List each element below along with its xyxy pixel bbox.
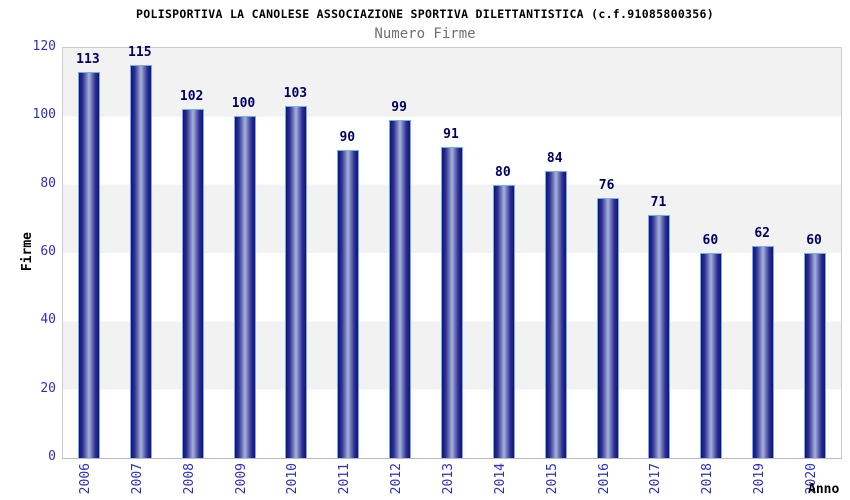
bar bbox=[389, 120, 412, 458]
x-tick-label: 2016 bbox=[596, 463, 612, 495]
x-tick-label: 2011 bbox=[337, 463, 353, 495]
y-tick-label: 40 bbox=[40, 312, 56, 328]
bar bbox=[648, 215, 671, 458]
bar-value-label: 76 bbox=[598, 178, 615, 193]
x-tick-label: 2018 bbox=[700, 463, 716, 495]
bar bbox=[129, 65, 152, 458]
bar bbox=[700, 253, 723, 458]
bar-value-label: 60 bbox=[806, 233, 822, 248]
bar bbox=[596, 198, 619, 458]
bar bbox=[441, 147, 463, 458]
bar-value-label: 80 bbox=[495, 165, 511, 180]
x-tick-label: 2012 bbox=[389, 463, 405, 495]
x-tick-label: 2006 bbox=[77, 463, 93, 495]
bar bbox=[337, 150, 360, 458]
x-tick-label: 2009 bbox=[233, 463, 249, 495]
x-tick-label: 2008 bbox=[181, 463, 197, 495]
bar-value-label: 113 bbox=[76, 52, 100, 67]
y-tick-label: 60 bbox=[40, 244, 56, 259]
bar-value-label: 100 bbox=[231, 96, 256, 111]
bar bbox=[285, 106, 308, 458]
bar-value-label: 115 bbox=[128, 45, 152, 60]
y-tick-label: 0 bbox=[48, 449, 56, 464]
bar bbox=[77, 72, 100, 458]
bar bbox=[544, 171, 567, 458]
y-tick-label: 20 bbox=[40, 380, 56, 396]
bar bbox=[492, 185, 515, 458]
bar-value-label: 99 bbox=[391, 100, 407, 115]
bar bbox=[233, 116, 256, 458]
x-tick-label: 2007 bbox=[129, 463, 145, 495]
bar-value-label: 102 bbox=[179, 89, 204, 104]
bar bbox=[752, 246, 775, 458]
bar bbox=[804, 253, 827, 458]
bar-value-label: 60 bbox=[702, 233, 719, 248]
chart-subtitle: Numero Firme bbox=[374, 26, 476, 42]
bar-value-label: 90 bbox=[339, 130, 356, 145]
bar-value-label: 71 bbox=[650, 195, 667, 210]
x-axis-label: Anno bbox=[808, 482, 840, 497]
x-tick-label: 2013 bbox=[441, 463, 456, 495]
bar bbox=[181, 109, 204, 458]
chart-title: POLISPORTIVA LA CANOLESE ASSOCIAZIONE SP… bbox=[136, 7, 714, 21]
y-tick-label: 80 bbox=[40, 175, 56, 191]
x-tick-label: 2017 bbox=[648, 463, 664, 495]
y-tick-label: 120 bbox=[32, 39, 56, 54]
bar-value-label: 84 bbox=[546, 151, 563, 166]
x-tick-label: 2010 bbox=[285, 463, 301, 495]
y-tick-label: 100 bbox=[32, 107, 56, 123]
x-tick-label: 2015 bbox=[544, 463, 560, 495]
bar-value-label: 91 bbox=[443, 127, 459, 142]
x-tick-label: 2019 bbox=[752, 463, 768, 495]
plot-area bbox=[62, 47, 842, 459]
x-tick-label: 2014 bbox=[492, 463, 508, 495]
bar-value-label: 62 bbox=[754, 226, 771, 241]
bar-value-label: 103 bbox=[283, 86, 308, 101]
